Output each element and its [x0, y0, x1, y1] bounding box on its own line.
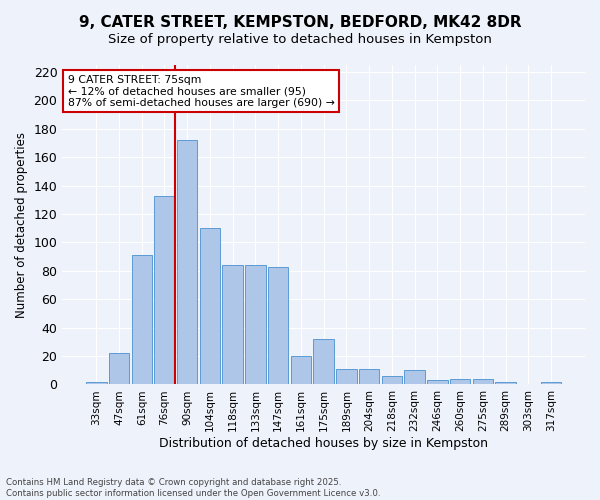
Bar — [404, 370, 425, 384]
Bar — [290, 356, 311, 384]
Text: Size of property relative to detached houses in Kempston: Size of property relative to detached ho… — [108, 32, 492, 46]
Bar — [177, 140, 197, 384]
Bar — [359, 369, 379, 384]
Text: 9, CATER STREET, KEMPSTON, BEDFORD, MK42 8DR: 9, CATER STREET, KEMPSTON, BEDFORD, MK42… — [79, 15, 521, 30]
Bar — [245, 265, 266, 384]
Bar — [382, 376, 402, 384]
Bar — [200, 228, 220, 384]
Bar — [86, 382, 107, 384]
Bar — [427, 380, 448, 384]
Bar — [450, 379, 470, 384]
Bar — [496, 382, 516, 384]
Bar — [268, 266, 289, 384]
Bar — [109, 353, 129, 384]
Bar — [154, 196, 175, 384]
Text: Contains HM Land Registry data © Crown copyright and database right 2025.
Contai: Contains HM Land Registry data © Crown c… — [6, 478, 380, 498]
Bar — [313, 339, 334, 384]
Bar — [473, 379, 493, 384]
Bar — [336, 369, 356, 384]
Bar — [223, 265, 243, 384]
X-axis label: Distribution of detached houses by size in Kempston: Distribution of detached houses by size … — [159, 437, 488, 450]
Y-axis label: Number of detached properties: Number of detached properties — [15, 132, 28, 318]
Bar — [541, 382, 561, 384]
Text: 9 CATER STREET: 75sqm
← 12% of detached houses are smaller (95)
87% of semi-deta: 9 CATER STREET: 75sqm ← 12% of detached … — [68, 74, 334, 108]
Bar — [131, 256, 152, 384]
